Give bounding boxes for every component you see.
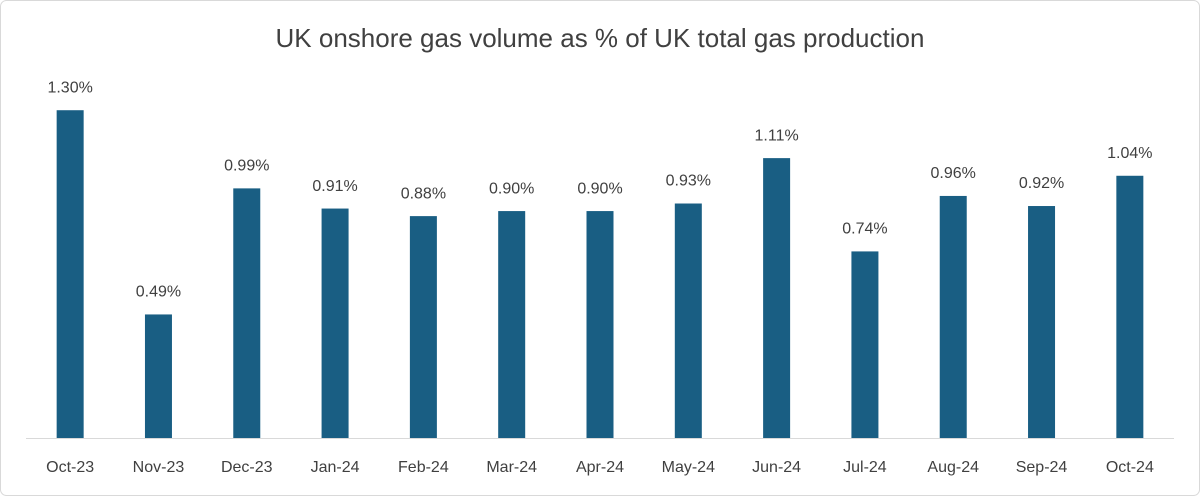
value-label: 1.30% <box>47 79 92 96</box>
x-tick-label: Oct-23 <box>46 459 94 476</box>
value-label: 0.74% <box>842 221 887 238</box>
value-label: 1.11% <box>755 127 799 144</box>
x-tick-label: Aug-24 <box>927 459 979 476</box>
value-label: 1.04% <box>1107 145 1152 162</box>
chart-title: UK onshore gas volume as % of UK total g… <box>276 23 925 53</box>
value-label: 0.99% <box>224 158 269 175</box>
x-tick-label: Jul-24 <box>843 459 887 476</box>
bar <box>674 203 702 438</box>
value-label: 0.96% <box>931 165 976 182</box>
x-tick-label: Sep-24 <box>1016 459 1068 476</box>
value-label: 0.93% <box>666 173 711 190</box>
value-label: 0.90% <box>489 180 534 197</box>
x-tick-label: Dec-23 <box>221 459 273 476</box>
value-label: 0.49% <box>136 284 181 301</box>
value-label: 0.92% <box>1019 175 1064 192</box>
bar <box>586 211 614 438</box>
x-tick-label: Feb-24 <box>398 459 449 476</box>
x-tick-label: Nov-23 <box>133 459 185 476</box>
x-tick-label: May-24 <box>662 459 715 476</box>
bar <box>498 211 526 438</box>
value-label: 0.90% <box>577 180 622 197</box>
bar <box>1028 206 1056 438</box>
x-tick-label: Jan-24 <box>311 459 360 476</box>
x-tick-label: Mar-24 <box>486 459 537 476</box>
bar <box>321 208 349 438</box>
bar <box>939 195 967 438</box>
bar <box>233 188 261 438</box>
bar <box>1116 175 1144 438</box>
bar <box>144 314 172 438</box>
bar <box>56 110 84 438</box>
x-tick-label: Oct-24 <box>1106 459 1154 476</box>
x-tick-label: Jun-24 <box>752 459 801 476</box>
bar <box>851 251 879 438</box>
x-tick-label: Apr-24 <box>576 459 624 476</box>
bar <box>763 158 791 438</box>
value-label: 0.91% <box>312 178 357 195</box>
bar <box>409 216 437 438</box>
value-label: 0.88% <box>401 185 446 202</box>
